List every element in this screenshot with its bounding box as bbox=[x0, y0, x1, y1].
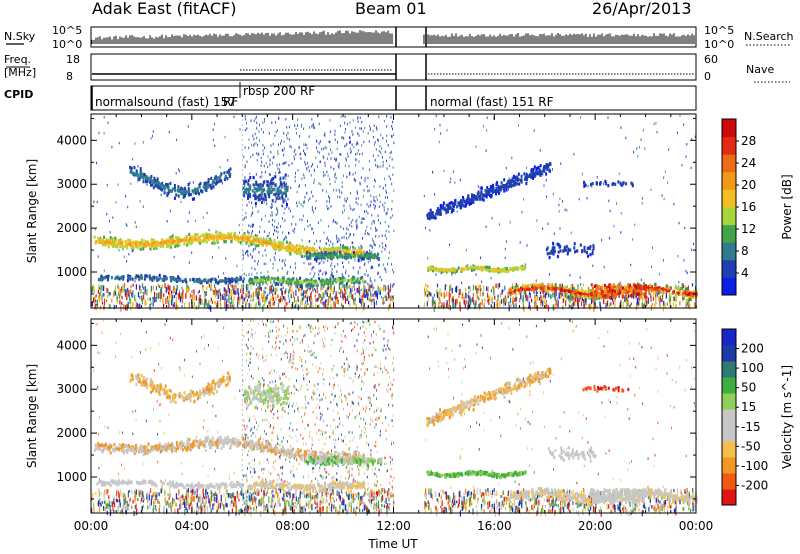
velocity-panel: 00:00 04:00 08:00 12:00 16:00 20:00 00:00 1000 2… bbox=[25, 318, 713, 551]
x-tick-label-5: 20:00 bbox=[578, 519, 613, 533]
cpid-mode-rbsp: rbsp 200 RF bbox=[243, 84, 315, 98]
power-colorbar-label: Power [dB] bbox=[780, 174, 794, 239]
noise-right-label: N.Search bbox=[744, 30, 794, 43]
velocity-colorbar-tick-2: 50 bbox=[741, 381, 756, 395]
beam-label: Beam 01 bbox=[355, 0, 427, 18]
cpid-label: CPID bbox=[4, 88, 33, 101]
freq-left-label-2: [MHz] bbox=[4, 66, 36, 79]
velocity-colorbar-tick-4: -15 bbox=[741, 420, 761, 434]
power-colorbar-tick-3: 16 bbox=[741, 200, 756, 214]
y-tick-label-1000: 1000 bbox=[56, 470, 87, 484]
noise-trace bbox=[91, 27, 695, 47]
y-tick-label-1000: 1000 bbox=[56, 265, 87, 279]
freq-panel: Freq. [MHz] 18 8 60 0 Nave bbox=[4, 53, 790, 83]
freq-right-tick-bottom: 0 bbox=[704, 70, 711, 83]
velocity-colorbar-tick-5: -50 bbox=[741, 439, 761, 453]
cpid-mode-normalsound: normalsound (fast) 157 bbox=[95, 95, 236, 109]
velocity-colorbar-tick-7: -200 bbox=[741, 478, 768, 492]
freq-trace bbox=[92, 54, 695, 80]
y-tick-label-4000: 4000 bbox=[56, 338, 87, 352]
y-tick-label-2000: 2000 bbox=[56, 426, 87, 440]
velocity-y-axis-label: Slant Range [km] bbox=[25, 364, 39, 468]
velocity-colorbar: 200 100 50 15 -15 -50 -100 -200 Velocity [m s^-1… bbox=[721, 328, 794, 506]
cpid-mode-normal: normal (fast) 151 RF bbox=[430, 95, 554, 109]
velocity-colorbar-label: Velocity [m s^-1] bbox=[780, 365, 794, 469]
noise-right-tick-top: 10^5 bbox=[704, 24, 734, 37]
power-colorbar-tick-4: 12 bbox=[741, 222, 756, 236]
power-axes: 1000 2000 3000 4000 bbox=[56, 114, 697, 308]
plot-title: Adak East (fitACF) bbox=[92, 0, 237, 18]
x-axis-label: Time UT bbox=[367, 537, 418, 551]
freq-right-label: Nave bbox=[746, 63, 774, 76]
x-tick-label-6: 00:00 bbox=[679, 519, 714, 533]
velocity-axes: 00:00 04:00 08:00 12:00 16:00 20:00 00:00 1000 2… bbox=[56, 319, 713, 533]
x-tick-label-4: 16:00 bbox=[477, 519, 512, 533]
velocity-data bbox=[91, 319, 698, 518]
noise-left-label: N.Sky bbox=[4, 30, 36, 43]
date-label: 26/Apr/2013 bbox=[592, 0, 692, 18]
velocity-colorbar-tick-0: 200 bbox=[741, 342, 764, 356]
power-colorbar-tick-1: 24 bbox=[741, 156, 756, 170]
cpid-panel: CPID normalsound (fast) 157 RF rbsp 200 … bbox=[4, 82, 697, 111]
power-colorbar: 28 24 20 16 12 8 4 Power [dB] bbox=[721, 118, 794, 296]
freq-left-tick-top: 18 bbox=[66, 53, 80, 66]
x-tick-label-3: 12:00 bbox=[376, 519, 411, 533]
x-tick-label-1: 04:00 bbox=[175, 519, 210, 533]
y-tick-label-4000: 4000 bbox=[56, 133, 87, 147]
noise-panel: N.Sky 10^5 10^0 10^5 10^0 N.Search bbox=[4, 24, 794, 51]
velocity-colorbar-tick-3: 15 bbox=[741, 400, 756, 414]
x-tick-label-2: 08:00 bbox=[275, 519, 310, 533]
y-tick-label-3000: 3000 bbox=[56, 177, 87, 191]
velocity-colorbar-tick-6: -100 bbox=[741, 459, 768, 473]
x-tick-label-0: 00:00 bbox=[74, 519, 109, 533]
noise-left-tick-top: 10^5 bbox=[52, 24, 82, 37]
freq-right-tick-top: 60 bbox=[704, 53, 718, 66]
power-colorbar-tick-5: 8 bbox=[741, 244, 749, 258]
cpid-mode-normalsound-rf: RF bbox=[223, 95, 238, 109]
noise-right-tick-bottom: 10^0 bbox=[704, 38, 734, 51]
power-data bbox=[91, 114, 698, 312]
power-colorbar-tick-6: 4 bbox=[741, 266, 749, 280]
y-tick-label-3000: 3000 bbox=[56, 382, 87, 396]
freq-left-tick-bottom: 8 bbox=[66, 70, 73, 83]
power-colorbar-tick-0: 28 bbox=[741, 134, 756, 148]
power-panel: 1000 2000 3000 4000 Slant Range [km] bbox=[25, 113, 698, 312]
power-colorbar-tick-2: 20 bbox=[741, 178, 756, 192]
y-tick-label-2000: 2000 bbox=[56, 221, 87, 235]
power-y-axis-label: Slant Range [km] bbox=[25, 159, 39, 263]
velocity-colorbar-tick-1: 100 bbox=[741, 361, 764, 375]
freq-left-label-1: Freq. bbox=[4, 53, 31, 66]
noise-left-tick-bottom: 10^0 bbox=[52, 38, 82, 51]
